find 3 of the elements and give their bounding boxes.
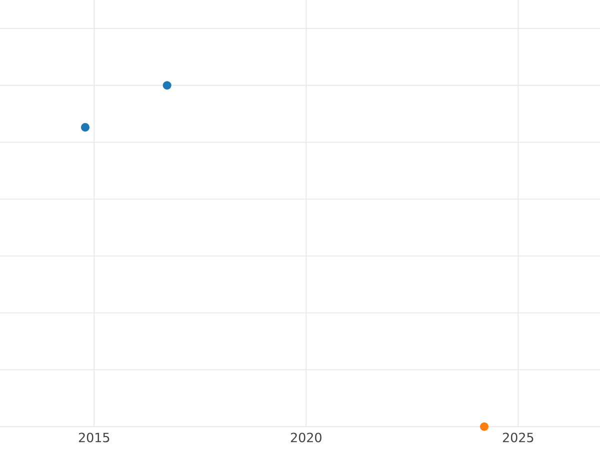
x-tick-label: 2025 <box>502 432 534 442</box>
x-tick-label: 2020 <box>290 432 322 442</box>
x-tick-label: 2015 <box>78 432 110 442</box>
